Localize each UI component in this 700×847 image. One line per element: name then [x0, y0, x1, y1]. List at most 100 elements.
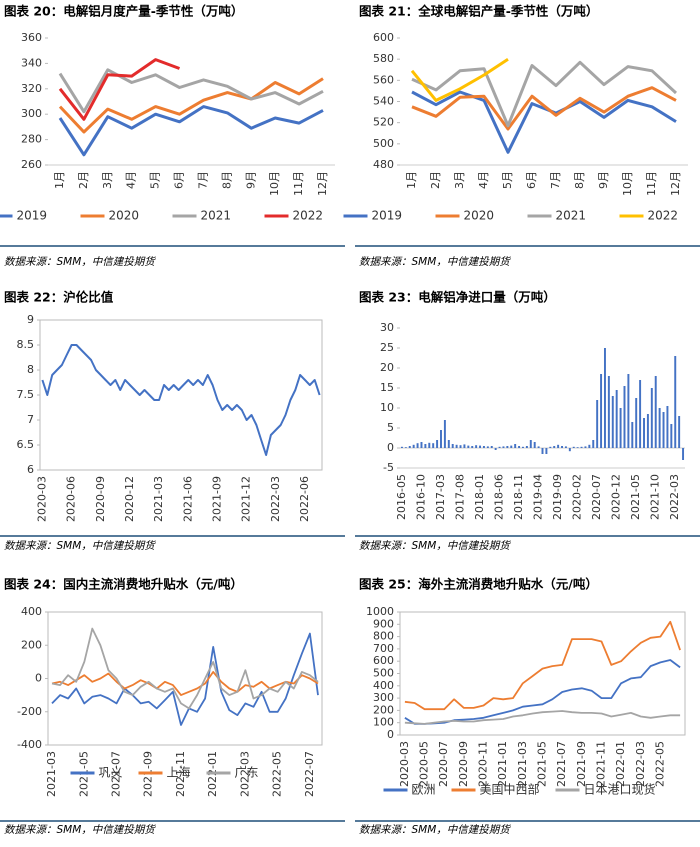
bar — [635, 398, 638, 448]
x-tick-label: 2021-11 — [174, 751, 187, 797]
y-tick-label: 360 — [21, 31, 42, 44]
source-note: 数据来源：SMM，中信建投期货 — [4, 824, 156, 836]
bar — [498, 446, 501, 448]
bar — [580, 446, 583, 448]
series-line — [410, 57, 509, 102]
x-tick-label: 4月 — [477, 171, 490, 189]
bar — [412, 444, 415, 448]
x-tick-label: 1月 — [53, 171, 66, 189]
legend-label: 2019 — [372, 209, 403, 223]
x-tick-label: 8月 — [573, 171, 586, 189]
y-tick-label: 15 — [380, 381, 394, 394]
x-tick-label: 10月 — [268, 171, 281, 196]
x-tick-label: 2022-03 — [269, 476, 282, 522]
legend-label: 2022 — [648, 209, 679, 223]
x-tick-label: 7月 — [196, 171, 209, 189]
x-tick-label: 5月 — [501, 171, 514, 189]
bar — [522, 446, 524, 448]
x-tick-label: 2021-07 — [555, 741, 568, 787]
y-tick-label: 200 — [21, 638, 42, 651]
bar — [518, 446, 521, 448]
x-tick-label: 2021-06 — [181, 476, 194, 522]
y-tick-label: 7.5 — [17, 388, 35, 401]
x-tick-label: 2020-09 — [457, 741, 470, 787]
figure-title: 图表 22：沪伦比值 — [4, 290, 114, 305]
x-tick-label: 2018-06 — [493, 474, 506, 520]
bar — [596, 400, 599, 448]
bar — [447, 440, 450, 448]
bar — [510, 445, 513, 448]
source-note: 数据来源：SMM，中信建投期货 — [359, 256, 511, 268]
y-tick-label: 30 — [380, 321, 394, 334]
bar — [568, 448, 571, 452]
x-tick-label: 2020-11 — [477, 741, 490, 787]
y-tick-label: 200 — [373, 703, 394, 716]
x-tick-label: 7月 — [549, 171, 562, 189]
bar — [643, 418, 645, 448]
x-tick-label: 2022-05 — [271, 751, 284, 797]
series-line — [51, 671, 319, 696]
y-tick-label: -200 — [17, 705, 42, 718]
bar — [678, 416, 681, 448]
bar — [584, 446, 587, 448]
bar — [514, 444, 517, 448]
y-tick-label: 260 — [21, 158, 42, 171]
x-tick-label: 1月 — [405, 171, 418, 189]
figure-title: 图表 23：电解铝净进口量（万吨） — [359, 290, 556, 305]
legend-label: 2019 — [17, 209, 48, 223]
bar — [400, 446, 403, 448]
source-note: 数据来源：SMM，中信建投期货 — [4, 256, 156, 268]
bar — [572, 446, 575, 448]
y-tick-label: 0 — [35, 672, 42, 685]
bar — [428, 442, 431, 448]
y-tick-label: 0 — [387, 441, 394, 454]
bar — [424, 444, 427, 448]
x-tick-label: 2022-03 — [238, 751, 251, 797]
bar — [670, 424, 673, 448]
bar — [682, 448, 685, 460]
y-tick-label: 480 — [373, 158, 394, 171]
bar — [490, 446, 493, 448]
bar — [432, 443, 435, 448]
x-tick-label: 2020-12 — [123, 476, 136, 522]
x-tick-label: 12月 — [316, 171, 329, 196]
bar — [436, 440, 439, 448]
y-tick-label: 6 — [27, 463, 34, 476]
bar — [545, 448, 548, 454]
y-tick-label: 320 — [21, 82, 42, 95]
series-line — [58, 77, 324, 134]
bar — [639, 380, 642, 448]
y-tick-label: 900 — [373, 617, 394, 630]
legend-label: 广东 — [235, 766, 259, 780]
bar — [537, 446, 540, 448]
x-tick-label: 2020-09 — [94, 476, 107, 522]
bar — [561, 446, 563, 448]
x-tick-label: 12月 — [669, 171, 682, 196]
y-tick-label: -400 — [17, 738, 42, 751]
y-tick-label: 20 — [380, 361, 394, 374]
x-tick-label: 2020-07 — [437, 741, 450, 787]
y-tick-label: 560 — [373, 73, 394, 86]
bar — [603, 348, 606, 448]
bar — [662, 412, 665, 448]
bar — [600, 374, 603, 448]
x-tick-label: 2016-10 — [414, 474, 427, 520]
x-tick-label: 2021-03 — [45, 751, 58, 797]
x-tick-label: 2020-02 — [571, 474, 584, 520]
bar — [479, 445, 482, 448]
bar — [467, 445, 470, 448]
x-tick-label: 6月 — [173, 171, 186, 189]
plot-frame — [39, 319, 323, 471]
bar — [471, 446, 474, 448]
legend-label: 2020 — [464, 209, 495, 223]
bar — [455, 444, 458, 448]
y-tick-label: 8.5 — [17, 338, 35, 351]
x-tick-label: 11月 — [645, 171, 658, 196]
x-tick-label: 2022-03 — [668, 474, 681, 520]
figure-title: 图表 20：电解铝月度产量-季节性（万吨） — [4, 4, 243, 19]
y-tick-label: 500 — [373, 137, 394, 150]
legend-label: 巩义 — [99, 766, 123, 780]
bar — [553, 446, 556, 448]
y-tick-label: 400 — [373, 679, 394, 692]
